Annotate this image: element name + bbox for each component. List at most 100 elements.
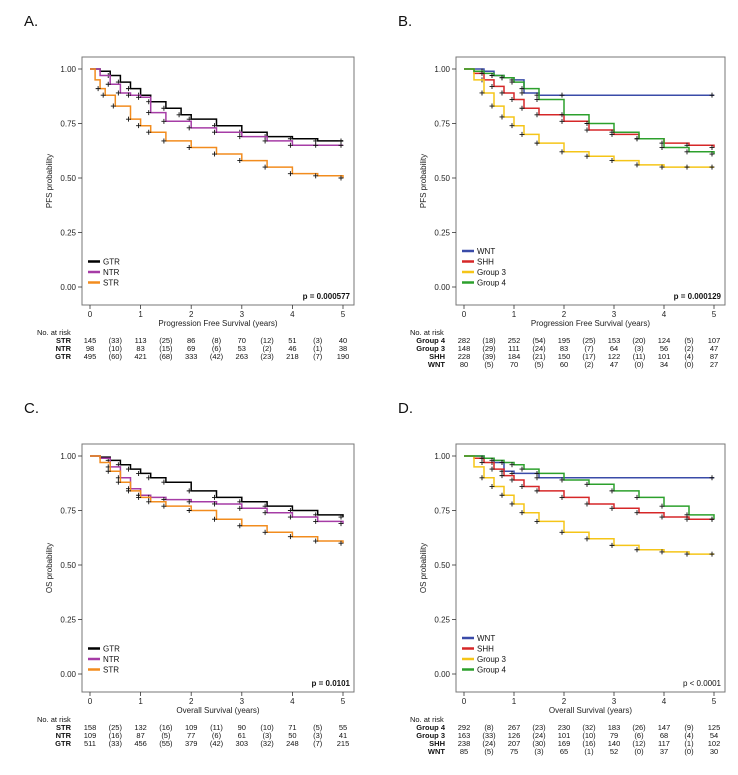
y-tick-label: 0.50 — [60, 174, 76, 183]
censor-mark — [186, 144, 192, 150]
panel-label: C. — [24, 400, 39, 417]
risk-value: 71 — [288, 723, 296, 732]
risk-value: 30 — [710, 747, 718, 756]
y-tick-label: 0.00 — [434, 670, 450, 679]
y-axis-title: PFS probability — [45, 154, 54, 208]
legend-label: SHH — [477, 645, 494, 654]
censor-mark — [262, 164, 268, 170]
series-line-gtr — [90, 68, 343, 142]
risk-value: 218 — [286, 352, 299, 361]
risk-value: (1) — [684, 739, 694, 748]
risk-value: 303 — [236, 739, 249, 748]
y-tick-label: 0.00 — [60, 670, 76, 679]
risk-value: 109 — [185, 723, 198, 732]
censor-mark — [161, 138, 167, 144]
censor-mark — [659, 503, 665, 509]
risk-value: (5) — [684, 336, 694, 345]
censor-mark — [534, 475, 540, 481]
y-tick-label: 1.00 — [434, 452, 450, 461]
censor-mark — [186, 499, 192, 505]
risk-value: 263 — [236, 352, 249, 361]
risk-value: 158 — [84, 723, 97, 732]
censor-mark — [584, 153, 590, 159]
x-axis-title: Progression Free Survival (years) — [531, 319, 650, 328]
censor-mark — [287, 514, 293, 520]
risk-value: 64 — [610, 344, 618, 353]
risk-value: (3) — [534, 747, 544, 756]
risk-value: 511 — [84, 739, 96, 748]
risk-value: 132 — [134, 723, 147, 732]
risk-value: (24) — [532, 731, 546, 740]
risk-value: 101 — [558, 731, 571, 740]
risk-value: 47 — [610, 360, 618, 369]
risk-value: (16) — [582, 739, 596, 748]
legend-label: WNT — [477, 634, 495, 643]
censor-mark — [287, 534, 293, 540]
legend-label: GTR — [103, 258, 120, 267]
series-line-wnt — [464, 455, 714, 479]
y-tick-label: 0.00 — [60, 283, 76, 292]
risk-value: (6) — [212, 731, 222, 740]
censor-mark — [684, 512, 690, 518]
censor-mark — [125, 466, 131, 472]
km-chart-d: D. 0.00 0.25 0.50 0.75 1.00 0 1 2 3 4 5 Overall Surv… — [398, 400, 726, 756]
risk-title: No. at risk — [410, 328, 444, 337]
censor-mark — [125, 488, 131, 494]
censor-mark — [509, 123, 515, 129]
risk-value: (21) — [532, 352, 546, 361]
x-tick-label: 3 — [240, 697, 245, 706]
censor-mark — [499, 473, 505, 479]
series-line-ntr — [90, 68, 343, 147]
x-tick-label: 5 — [712, 697, 717, 706]
legend-label: STR — [103, 279, 119, 288]
panel-label: A. — [24, 13, 38, 30]
risk-value: (10) — [582, 731, 596, 740]
censor-mark — [499, 90, 505, 96]
risk-value: 456 — [134, 739, 147, 748]
risk-value: 86 — [187, 336, 195, 345]
p-value: p = 0.000577 — [303, 292, 351, 301]
risk-value: 150 — [558, 352, 571, 361]
risk-value: 111 — [508, 344, 519, 353]
risk-value: 61 — [238, 731, 246, 740]
risk-value: 126 — [508, 731, 521, 740]
risk-value: 60 — [560, 360, 568, 369]
risk-value: 77 — [187, 731, 195, 740]
risk-value: 70 — [510, 360, 518, 369]
x-tick-label: 3 — [612, 310, 617, 319]
series-line-group-3 — [464, 455, 714, 555]
risk-value: (5) — [484, 747, 494, 756]
censor-mark — [287, 142, 293, 148]
censor-mark — [519, 466, 525, 472]
legend-label: STR — [103, 666, 119, 675]
risk-value: 68 — [660, 731, 668, 740]
y-tick-label: 0.75 — [60, 120, 76, 129]
censor-mark — [489, 457, 495, 463]
x-tick-label: 3 — [612, 697, 617, 706]
series-line-wnt — [464, 68, 714, 96]
risk-value: (17) — [582, 352, 596, 361]
censor-mark — [212, 501, 217, 507]
risk-value: (4) — [684, 352, 694, 361]
censor-mark — [609, 542, 615, 548]
censor-mark — [105, 81, 111, 87]
censor-mark — [684, 551, 690, 557]
risk-value: 109 — [84, 731, 97, 740]
legend-label: WNT — [477, 247, 495, 256]
x-axis-title: Overall Survival (years) — [549, 706, 632, 715]
censor-mark — [509, 97, 515, 103]
censor-mark — [684, 149, 690, 155]
risk-value: 69 — [187, 344, 195, 353]
risk-value: 145 — [84, 336, 97, 345]
panel-label: B. — [398, 13, 412, 30]
x-tick-label: 1 — [512, 310, 517, 319]
censor-mark — [136, 494, 142, 500]
censor-mark — [105, 468, 111, 474]
risk-value: 46 — [288, 344, 296, 353]
series-line-str — [90, 68, 344, 178]
risk-value: 107 — [708, 336, 721, 345]
censor-mark — [212, 494, 217, 500]
risk-value: (1) — [584, 747, 594, 756]
risk-value: (2) — [263, 344, 273, 353]
series-line-group-4 — [464, 455, 715, 520]
